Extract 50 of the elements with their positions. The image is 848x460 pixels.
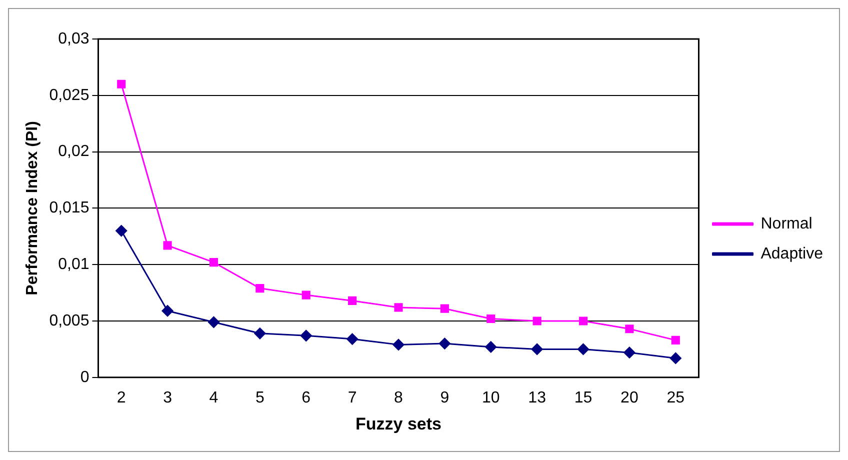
x-tick-label: 25 [666, 389, 685, 406]
point [163, 241, 172, 250]
point [392, 338, 404, 350]
y-tick-label: 0,02 [58, 143, 90, 160]
y-tick-label: 0,005 [49, 312, 90, 330]
point [670, 352, 682, 364]
point [671, 336, 680, 344]
x-axis-title: Fuzzy sets [355, 414, 442, 434]
y-axis-title: Performance Index (PI) [24, 121, 42, 296]
point [578, 343, 590, 355]
x-tick-label: 13 [528, 389, 546, 406]
point [116, 225, 128, 237]
point [117, 80, 126, 88]
x-tick-label: 4 [209, 389, 218, 406]
point [486, 314, 496, 324]
point [162, 305, 174, 317]
x-tick-label: 3 [163, 389, 172, 406]
x-tick-label: 10 [482, 389, 500, 406]
point [300, 330, 312, 342]
x-tick-label: 7 [348, 389, 357, 406]
point [346, 333, 358, 345]
point [254, 328, 266, 340]
x-tick-label: 6 [302, 389, 311, 406]
point [438, 338, 450, 350]
point [624, 346, 636, 358]
point [532, 316, 542, 326]
y-tick-label: 0,03 [58, 30, 90, 48]
y-tick-label: 0,01 [58, 256, 90, 274]
y-tick-label: 0 [80, 368, 90, 386]
point [531, 343, 543, 355]
y-tick-label: 0,015 [49, 200, 90, 217]
x-tick-label: 15 [574, 389, 592, 406]
point [394, 303, 403, 312]
point [209, 258, 218, 267]
x-tick-label: 2 [116, 389, 126, 406]
y-tick-label: 0,025 [49, 86, 90, 104]
point [208, 316, 220, 328]
point [578, 316, 588, 326]
legend-label: Adaptive [760, 245, 824, 262]
x-tick-label: 5 [255, 389, 264, 406]
point [440, 304, 449, 313]
x-tick-label: 8 [394, 389, 404, 406]
x-tick-label: 20 [620, 389, 638, 406]
legend-label: Normal [760, 215, 812, 232]
x-tick-label: 9 [440, 389, 450, 406]
point [625, 324, 634, 334]
point [302, 290, 310, 300]
point [485, 341, 497, 353]
point [256, 284, 264, 293]
point [348, 296, 357, 305]
